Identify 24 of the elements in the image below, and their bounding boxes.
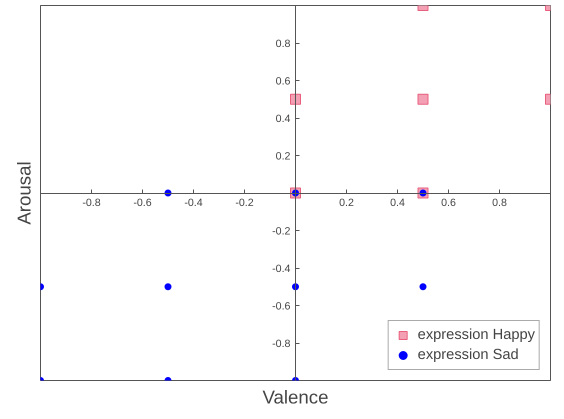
- y-tick-label: 0.8: [276, 38, 291, 50]
- legend-label: expression Happy: [418, 327, 535, 343]
- y-tick-label: 0.2: [276, 150, 291, 162]
- y-tick-label: -0.6: [272, 300, 291, 312]
- x-tick-label: 0.2: [339, 197, 354, 209]
- y-tick-label: -0.2: [272, 226, 291, 238]
- y-axis-title: Arousal: [14, 161, 34, 225]
- x-tick-label: -0.4: [184, 197, 203, 209]
- y-tick-label: -0.4: [272, 263, 291, 275]
- point: [290, 94, 301, 105]
- point: [164, 283, 172, 290]
- x-axis-title: Valence: [262, 386, 329, 408]
- x-tick-label: 0.4: [390, 197, 405, 209]
- x-tick-label: -0.8: [82, 197, 101, 209]
- y-tick-label: -0.8: [272, 338, 291, 350]
- x-tick-label: 0.6: [441, 197, 456, 209]
- x-tick-label: -0.6: [133, 197, 152, 209]
- x-tick-label: -0.2: [235, 197, 254, 209]
- point: [418, 94, 428, 105]
- y-tick-label: 0.6: [276, 76, 291, 88]
- legend-label: expression Sad: [418, 347, 519, 363]
- point: [420, 283, 426, 290]
- y-tick-label: 0.4: [276, 113, 291, 125]
- x-tick-label: 0.8: [492, 197, 507, 209]
